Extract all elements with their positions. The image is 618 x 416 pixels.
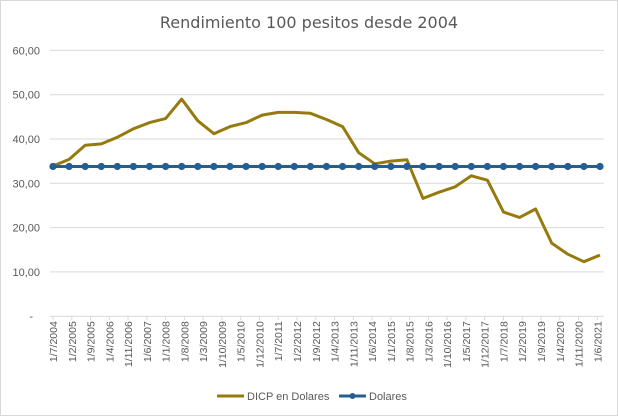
data-point — [226, 162, 234, 171]
data-point — [596, 162, 604, 171]
series-dicp-en-dolares — [52, 97, 601, 264]
x-tick-label: 1/4/2006 — [104, 321, 116, 362]
legend-marker-dolares — [349, 393, 356, 399]
data-point — [145, 162, 154, 171]
x-tick-label: 1/11/2006 — [123, 321, 135, 367]
legend: DICP en Dolares Dolares — [217, 391, 407, 403]
data-point — [564, 162, 572, 171]
y-tick-label: 30,00 — [12, 178, 40, 190]
legend-label-dicp: DICP en Dolares — [247, 391, 330, 403]
series-line — [52, 97, 601, 264]
gridlines — [50, 49, 604, 273]
data-point — [548, 162, 556, 171]
y-tick-label: 10,00 — [12, 267, 40, 279]
x-tick-label: 1/4/2013 — [330, 321, 342, 362]
x-tick-label: 1/9/2012 — [311, 321, 323, 362]
data-point — [306, 162, 315, 171]
data-point — [515, 162, 524, 171]
data-point — [338, 162, 347, 171]
x-tick-label: 1/11/2013 — [348, 321, 360, 367]
x-tick-label: 1/7/2018 — [498, 321, 510, 362]
x-tick-label: 1/2/2012 — [292, 321, 304, 362]
data-point — [290, 162, 298, 171]
series-group — [49, 97, 604, 264]
x-tick-label: 1/7/2011 — [273, 321, 285, 361]
x-tick-label: 1/11/2020 — [574, 321, 586, 367]
data-point — [178, 162, 186, 171]
x-tick-label: 1/5/2010 — [236, 321, 248, 362]
x-tick-label: 1/6/2007 — [142, 321, 154, 362]
x-tick-label: 1/8/2015 — [405, 321, 417, 362]
x-tick-label: 1/10/2009 — [217, 321, 229, 368]
data-point — [162, 162, 170, 171]
x-tick-label: 1/9/2019 — [536, 321, 548, 362]
x-tick-label: 1/7/2004 — [48, 321, 60, 362]
data-point — [242, 162, 250, 171]
y-tick-label: 40,00 — [12, 134, 40, 146]
x-tick-label: 1/4/2020 — [555, 321, 567, 362]
data-point — [483, 162, 491, 171]
x-tick-label: 1/10/2016 — [442, 321, 454, 368]
x-tick-label: 1/6/2021 — [592, 321, 604, 362]
data-point — [258, 162, 266, 171]
x-tick-label: 1/8/2008 — [179, 321, 191, 362]
x-tick-label: 1/2/2019 — [517, 321, 529, 362]
y-tick-label: 60,00 — [12, 45, 40, 57]
x-tick-label: 1/1/2015 — [386, 321, 398, 362]
series-dolares — [49, 162, 604, 171]
x-tick-label: 1/9/2005 — [86, 321, 98, 362]
data-point — [81, 162, 89, 171]
legend-item-dicp[interactable]: DICP en Dolares — [217, 391, 330, 403]
data-point — [97, 162, 105, 171]
data-point — [532, 162, 540, 171]
x-tick-label: 1/2/2005 — [67, 321, 79, 362]
legend-item-dolares[interactable]: Dolares — [339, 391, 407, 403]
x-axis: 1/7/2004 1/2/2005 1/9/2005 1/4/2006 1/11/200… — [48, 315, 604, 368]
data-point — [194, 162, 202, 171]
data-point — [371, 162, 379, 171]
chart-title: Rendimiento 100 pesitos desde 2004 — [160, 13, 458, 32]
y-tick-label: - — [29, 311, 33, 323]
data-point — [49, 162, 57, 171]
data-point — [210, 162, 218, 171]
data-point — [403, 162, 411, 171]
data-point — [451, 162, 459, 171]
x-tick-label: 1/12/2010 — [254, 321, 266, 368]
x-tick-label: 1/1/2008 — [161, 321, 173, 362]
data-point — [580, 162, 588, 171]
data-point — [435, 162, 443, 171]
data-point — [65, 162, 73, 171]
data-point — [387, 162, 395, 171]
x-tick-label: 1/3/2016 — [423, 321, 435, 362]
x-tick-label: 1/12/2017 — [480, 321, 492, 368]
data-point — [322, 162, 331, 171]
y-axis-tick-labels: - 10,00 20,00 30,00 40,00 50,00 60,00 — [12, 45, 40, 323]
x-tick-label: 1/6/2014 — [367, 321, 379, 362]
x-tick-label: 1/5/2017 — [461, 321, 473, 362]
data-point — [113, 162, 121, 171]
x-tick-label: 1/3/2009 — [198, 321, 210, 362]
legend-label-dolares: Dolares — [369, 391, 407, 403]
y-tick-label: 50,00 — [12, 90, 40, 102]
y-tick-label: 20,00 — [12, 223, 40, 235]
data-point — [355, 162, 363, 171]
data-point — [274, 162, 282, 171]
data-point — [129, 162, 138, 171]
data-point — [467, 162, 475, 171]
data-point — [419, 162, 427, 171]
data-point — [499, 162, 508, 171]
